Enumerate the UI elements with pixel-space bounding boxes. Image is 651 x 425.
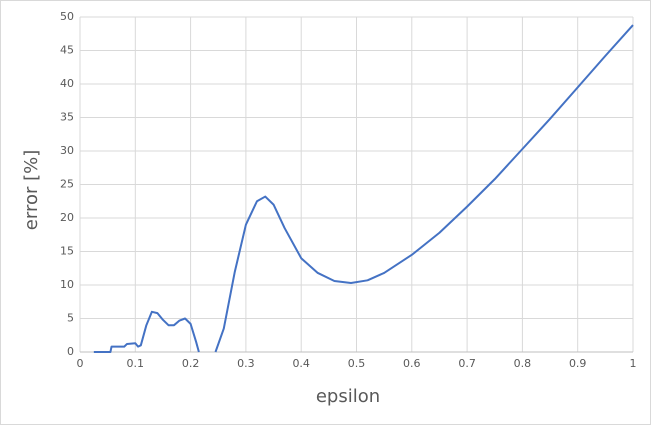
y-tick-label: 50: [60, 10, 74, 23]
x-tick-label: 0.9: [569, 357, 587, 370]
x-tick-label: 0.7: [458, 357, 476, 370]
y-tick-label: 30: [60, 144, 74, 157]
x-axis-title: epsilon: [316, 386, 380, 407]
x-tick-label: 0.6: [403, 357, 421, 370]
x-tick-label: 0.1: [127, 357, 145, 370]
x-tick-label: 0.8: [514, 357, 532, 370]
x-tick-label: 0: [77, 357, 84, 370]
x-tick-label: 0.3: [237, 357, 255, 370]
y-tick-label: 40: [60, 77, 74, 90]
data-line: [93, 24, 634, 353]
y-tick-label: 15: [60, 245, 74, 258]
y-tick-label: 10: [60, 278, 74, 291]
x-tick-label: 0.5: [348, 357, 366, 370]
y-tick-label: 35: [60, 111, 74, 124]
y-tick-label: 0: [67, 345, 74, 358]
y-tick-label: 45: [60, 44, 74, 57]
y-tick-label: 5: [67, 312, 74, 325]
x-tick-label: 0.2: [182, 357, 200, 370]
x-tick-label: 1: [630, 357, 637, 370]
y-tick-label: 25: [60, 178, 74, 191]
x-tick-label: 0.4: [292, 357, 310, 370]
y-tick-label: 20: [60, 211, 74, 224]
y-axis-title: error [%]: [21, 150, 42, 230]
